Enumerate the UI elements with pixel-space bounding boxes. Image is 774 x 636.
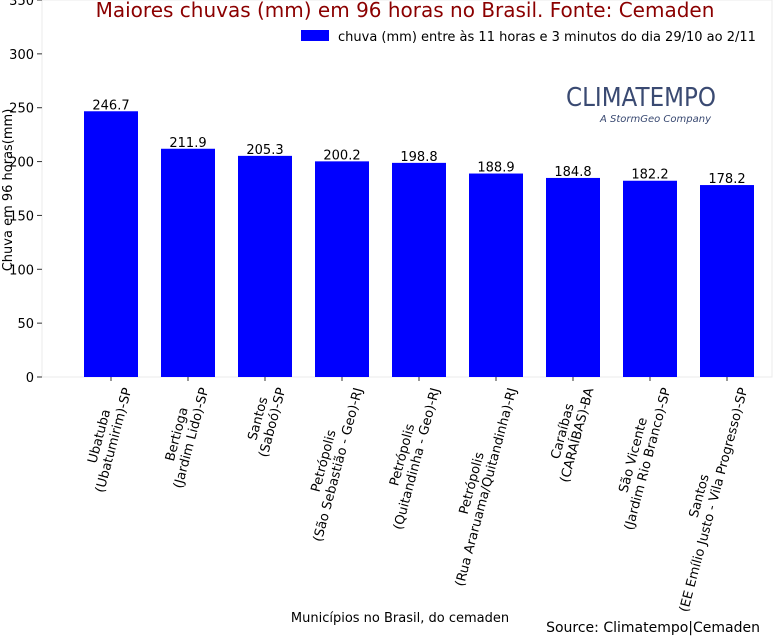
x-tick-label: Bertioga(Jardim Lido)-SP xyxy=(163,386,213,490)
y-tick-label: 0 xyxy=(26,371,34,386)
x-tick-label: São Vicente(Jardim Rio Branco)-SP xyxy=(617,386,675,532)
y-axis-label: Chuva em 96 horas(mm) xyxy=(1,109,16,272)
bar-value-label: 200.2 xyxy=(323,148,360,163)
x-tick-label: Santos(Saboó)-SP xyxy=(246,386,290,459)
source-note: Source: Climatempo|Cemaden xyxy=(546,620,760,636)
x-axis-label: Municípios no Brasil, do cemaden xyxy=(291,611,509,626)
y-tick-label: 300 xyxy=(9,48,34,63)
bar-value-label: 205.3 xyxy=(246,143,283,158)
y-tick-label: 200 xyxy=(9,156,34,171)
bar-value-label: 184.8 xyxy=(554,165,591,180)
y-tick-label: 50 xyxy=(17,317,34,332)
y-tick-label: 350 xyxy=(9,0,34,9)
x-tick-label-line: (EE Emílio Justo - Vila Progresso)-SP xyxy=(677,386,751,614)
bar-value-label: 211.9 xyxy=(169,136,206,151)
legend: chuva (mm) entre às 11 horas e 3 minutos… xyxy=(301,30,756,45)
bar xyxy=(700,185,754,377)
x-tick-label: Petrópolis(Quitandinha - Geo)-RJ xyxy=(387,386,443,531)
legend-swatch xyxy=(301,30,329,41)
x-tick-label: Caraíbas(CARAÍBAS)-BA xyxy=(548,386,597,484)
bar xyxy=(84,111,138,377)
bar xyxy=(546,177,600,377)
bar-value-label: 182.2 xyxy=(631,168,668,183)
x-tick-label: Petrópolis(Rua Araruama/Quitandinha)-RJ xyxy=(453,386,521,588)
bar xyxy=(392,162,446,377)
x-tick-label: Ubatuba(Ubatumirim)-SP xyxy=(85,386,135,494)
y-tick-label: 250 xyxy=(9,102,34,117)
x-tick-label: Petrópolis(São Sebastião - Geo)-RJ xyxy=(309,386,367,543)
x-tick-label: Santos(EE Emílio Justo - Vila Progresso)… xyxy=(677,386,751,614)
bar-value-label: 246.7 xyxy=(92,98,129,113)
bar-value-label: 178.2 xyxy=(708,172,745,187)
bar-value-label: 188.9 xyxy=(477,161,514,176)
logo-tagline: A StormGeo Company xyxy=(599,114,712,125)
bar xyxy=(315,161,369,377)
bar xyxy=(469,173,523,377)
climatempo-logo: CLIMATEMPO A StormGeo Company xyxy=(566,83,716,125)
legend-label: chuva (mm) entre às 11 horas e 3 minutos… xyxy=(338,30,756,45)
y-tick-label: 150 xyxy=(9,209,34,224)
bar xyxy=(623,180,677,377)
bar-value-label: 198.8 xyxy=(400,150,437,165)
y-tick-label: 100 xyxy=(9,263,34,278)
bar xyxy=(161,148,215,377)
chart-title: Maiores chuvas (mm) em 96 horas no Brasi… xyxy=(96,0,715,22)
logo-wordmark: CLIMATEMPO xyxy=(566,83,716,113)
bar xyxy=(238,155,292,377)
